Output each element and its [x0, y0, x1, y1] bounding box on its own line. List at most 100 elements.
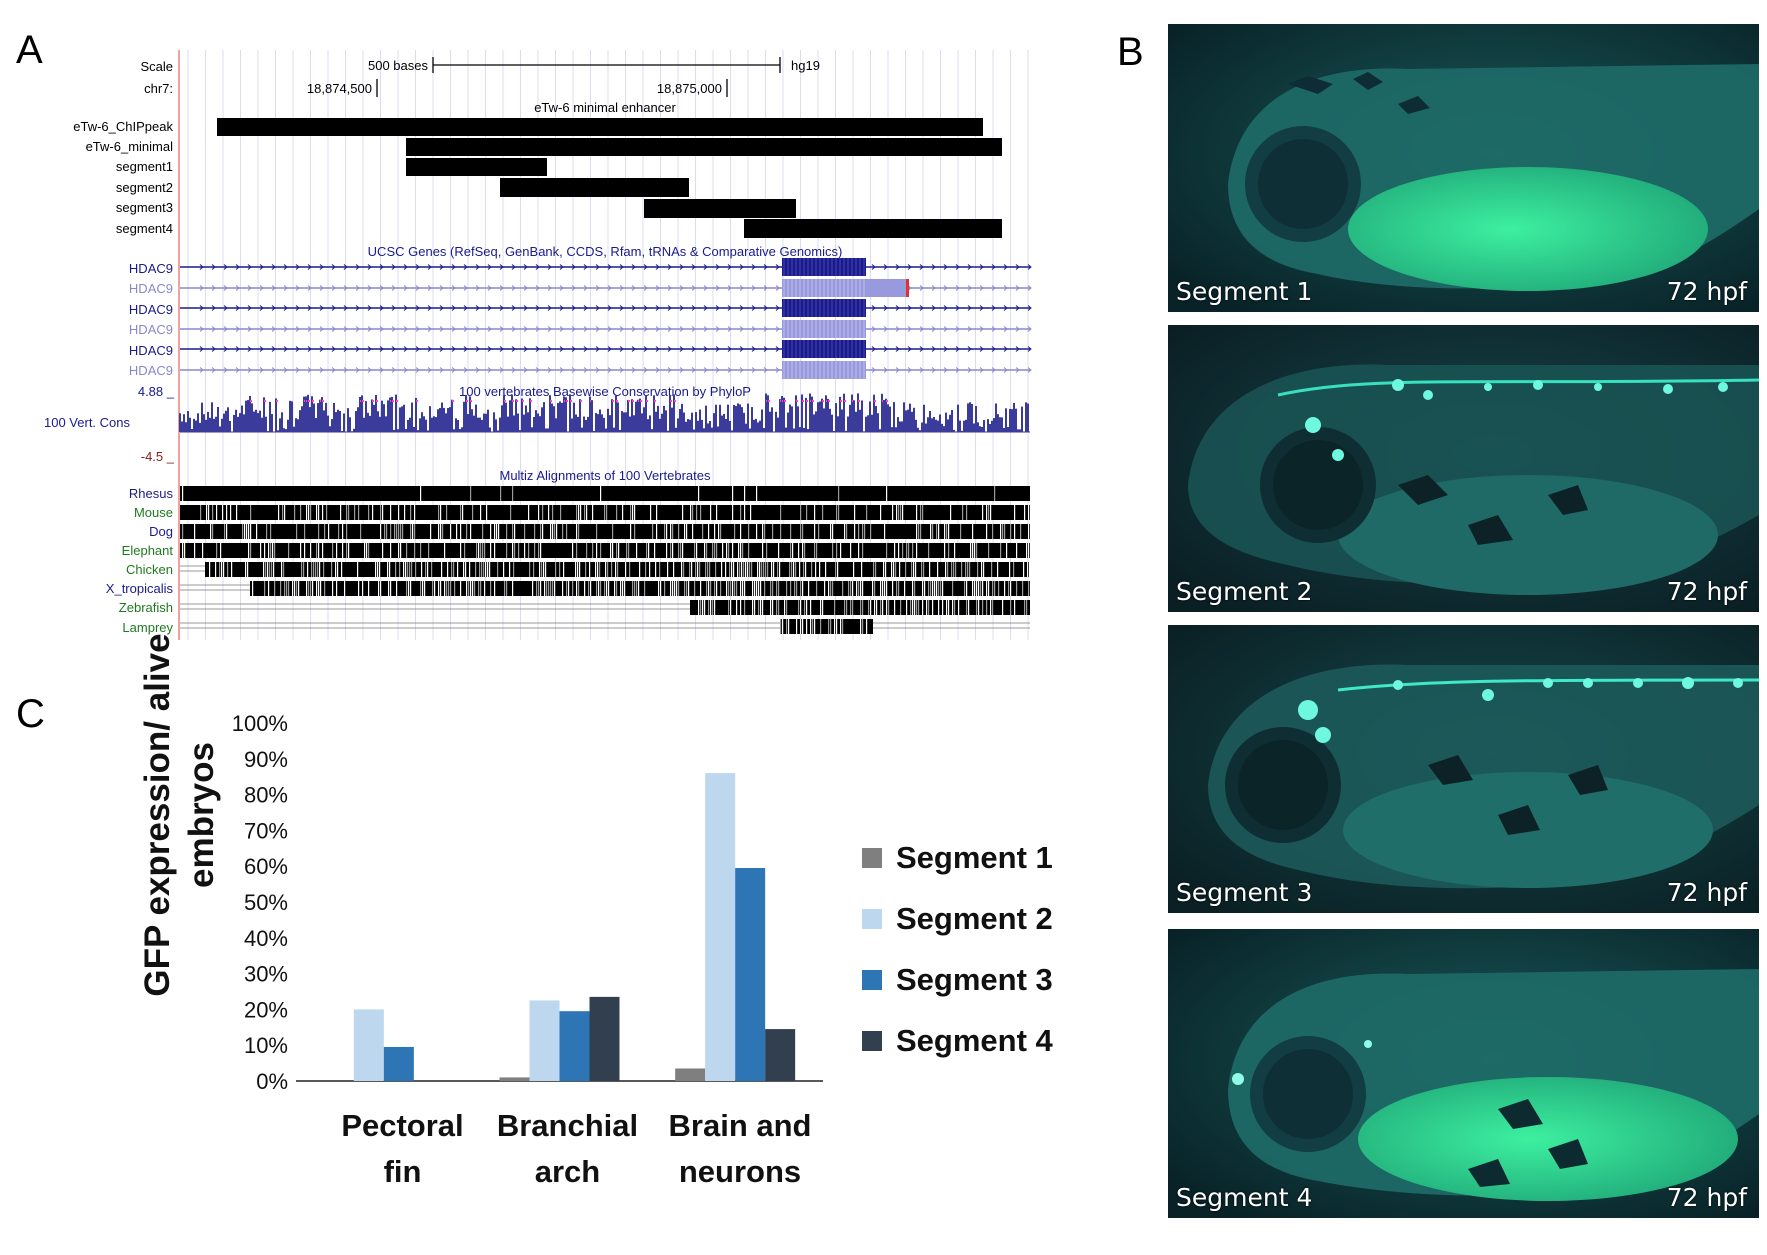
genes-track-title: UCSC Genes (RefSeq, GenBank, CCDS, Rfam,…	[368, 244, 843, 259]
fish-label-stage: 72 hpf	[1666, 878, 1747, 907]
species-label: Dog	[149, 524, 173, 539]
category-label-pectoral: Pectoral fin	[341, 1108, 464, 1189]
scale-bar	[432, 57, 781, 73]
chr-label: chr7:	[144, 81, 173, 96]
assembly-label: hg19	[791, 58, 820, 73]
species-label: X_tropicalis	[106, 581, 174, 596]
legend-swatch	[862, 1031, 882, 1051]
species-label: Zebrafish	[119, 600, 173, 615]
feature-segment4	[744, 219, 1002, 238]
bar-segment-1	[675, 1068, 706, 1081]
track-label-segment1: segment1	[116, 159, 173, 174]
legend-label: Segment 3	[896, 962, 1053, 997]
fish-image-segment-2: Segment 2 72 hpf	[1168, 325, 1759, 612]
bar-segment-2	[705, 773, 736, 1081]
track-label-segment2: segment2	[116, 180, 173, 195]
cons-min-label: -4.5 _	[141, 449, 175, 464]
fish-image-segment-1: Segment 1 72 hpf	[1168, 24, 1759, 312]
y-tick-label: 60%	[244, 854, 288, 879]
gene-label: HDAC9	[129, 281, 173, 296]
cons-max-label: 4.88 _	[138, 384, 175, 399]
y-tick-label: 80%	[244, 783, 288, 808]
fish-label-stage: 72 hpf	[1666, 577, 1747, 606]
legend-swatch	[862, 970, 882, 990]
bar-segment-4	[765, 1029, 796, 1081]
browser-grid-lines	[187, 50, 1029, 640]
legend-item-segment-2: Segment 2	[862, 899, 1053, 939]
gene-label: HDAC9	[129, 261, 173, 276]
fish-label-stage: 72 hpf	[1666, 1183, 1747, 1212]
feature-segment2	[500, 178, 689, 197]
y-tick-label: 40%	[244, 926, 288, 951]
scale-label: Scale	[140, 59, 173, 74]
gene-label: HDAC9	[129, 302, 173, 317]
enhancer-track-title: eTw-6 minimal enhancer	[534, 100, 676, 115]
panel-label-a: A	[16, 28, 43, 72]
legend-swatch	[862, 909, 882, 929]
y-tick-label: 30%	[244, 962, 288, 987]
species-label: Elephant	[122, 543, 174, 558]
category-label-branchial: Branchial arch	[496, 1108, 639, 1189]
track-label-chippeak: eTw-6_ChIPpeak	[73, 119, 173, 134]
y-tick-label: 100%	[232, 711, 288, 736]
y-tick-label: 50%	[244, 890, 288, 915]
bar-segment-3	[735, 867, 766, 1081]
track-label-segment4: segment4	[116, 221, 173, 236]
conservation-plot	[179, 393, 1030, 433]
fish-label-segment: Segment 1	[1176, 277, 1313, 306]
bar-segment-2	[353, 1009, 384, 1081]
fish-label-stage: 72 hpf	[1666, 277, 1747, 306]
gene-label: HDAC9	[129, 322, 173, 337]
legend-item-segment-3: Segment 3	[862, 960, 1053, 1000]
gene-label: HDAC9	[129, 343, 173, 358]
panel-label-b: B	[1117, 30, 1144, 74]
multiz-track-title: Multiz Alignments of 100 Vertebrates	[499, 468, 711, 483]
y-tick-label: 70%	[244, 818, 288, 843]
bar-chart: 0% 10% 20% 30% 40% 50% 60% 70% 80% 90% 100%	[232, 711, 823, 1094]
y-tick-label: 90%	[244, 747, 288, 772]
cons-track-label: 100 Vert. Cons	[44, 415, 130, 430]
fish-label-segment: Segment 4	[1176, 1183, 1313, 1212]
fish-illustration	[1168, 929, 1759, 1218]
legend-swatch	[862, 848, 882, 868]
fish-image-segment-3: Segment 3 72 hpf	[1168, 625, 1759, 913]
feature-segment1	[406, 158, 547, 176]
species-label: Chicken	[126, 562, 173, 577]
bar-segment-1	[499, 1077, 530, 1081]
species-label: Mouse	[134, 505, 173, 520]
bar-segment-4	[589, 996, 620, 1081]
feature-segment3	[644, 199, 796, 218]
bar-segment-2	[529, 1000, 560, 1081]
genome-browser-panel: Scale 500 bases hg19 chr7: 18,874,500 18…	[44, 50, 1032, 640]
panel-label-c: C	[16, 692, 45, 736]
coordinate-2: 18,875,000	[657, 81, 722, 96]
legend-item-segment-4: Segment 4	[862, 1021, 1053, 1061]
fish-label-segment: Segment 3	[1176, 878, 1313, 907]
cons-track-title: 100 vertebrates Basewise Conservation by…	[459, 384, 751, 399]
legend-item-segment-1: Segment 1	[862, 838, 1053, 878]
gene-label: HDAC9	[129, 363, 173, 378]
segment-tracks: eTw-6_ChIPpeak eTw-6_minimal segment1 se…	[73, 118, 1002, 238]
scale-bases-text: 500 bases	[368, 58, 428, 73]
species-label: Rhesus	[129, 486, 174, 501]
bar-segment-3	[559, 1011, 590, 1081]
multiz-alignment	[180, 486, 1031, 634]
gene-track: HDAC9 HDAC9 HDAC9 HDAC9 HDAC9 HDAC9	[129, 258, 1032, 379]
coordinate-1: 18,874,500	[307, 81, 372, 96]
legend-label: Segment 4	[896, 1023, 1053, 1058]
fish-label-segment: Segment 2	[1176, 577, 1313, 606]
legend-label: Segment 1	[896, 840, 1053, 875]
species-labels: Rhesus Mouse Dog Elephant Chicken X_trop…	[106, 486, 174, 635]
bar-segment-3	[383, 1046, 414, 1081]
y-tick-label: 10%	[244, 1033, 288, 1058]
species-label: Lamprey	[122, 620, 173, 635]
legend-label: Segment 2	[896, 901, 1053, 936]
track-label-minimal: eTw-6_minimal	[86, 139, 174, 154]
feature-minimal	[406, 138, 1002, 156]
category-label-brain: Brain and neurons	[668, 1108, 812, 1189]
fish-illustration	[1168, 325, 1759, 612]
fish-illustration	[1168, 24, 1759, 312]
y-tick-label: 0%	[256, 1069, 288, 1094]
fish-image-segment-4: Segment 4 72 hpf	[1168, 929, 1759, 1218]
feature-chippeak	[217, 118, 983, 136]
